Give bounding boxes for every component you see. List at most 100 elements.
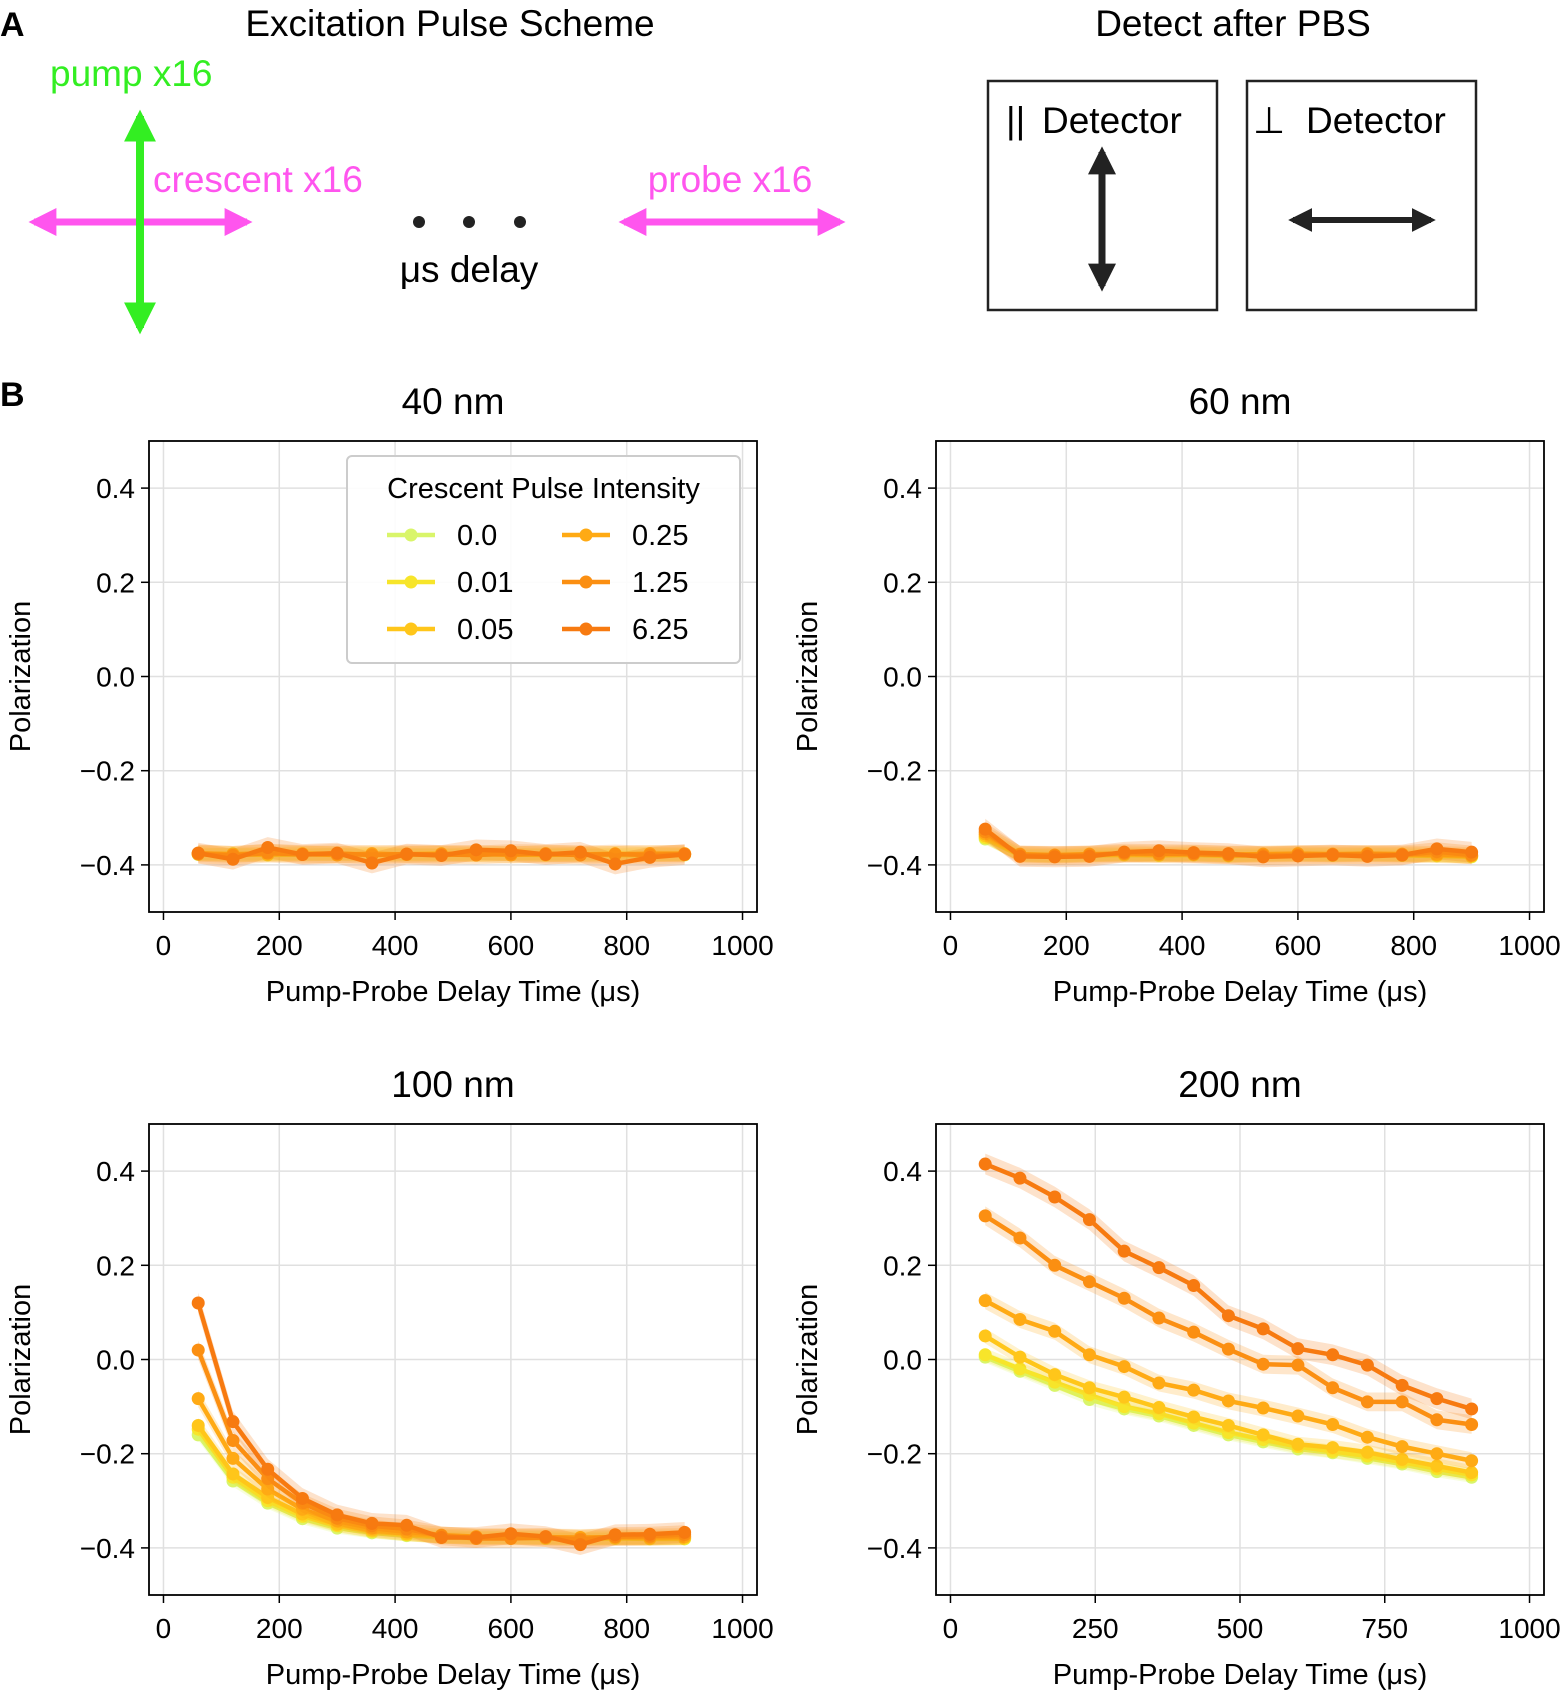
x-tick-label: 0	[156, 930, 172, 961]
x-tick-label: 400	[1159, 930, 1206, 961]
y-tick-label: −0.2	[867, 756, 922, 787]
data-point	[1013, 1171, 1027, 1185]
x-tick-label: 1000	[1498, 930, 1560, 961]
data-point	[330, 1508, 344, 1522]
data-point	[191, 846, 205, 860]
delay-dot	[463, 216, 475, 228]
delay-label: μs delay	[400, 249, 539, 290]
data-point	[1326, 1417, 1340, 1431]
data-point	[226, 1467, 240, 1481]
x-tick-label: 800	[603, 930, 650, 961]
chart-title: 200 nm	[1178, 1064, 1301, 1105]
y-axis-label: Polarization	[5, 1284, 37, 1436]
x-tick-label: 600	[1275, 930, 1322, 961]
data-point	[978, 1209, 992, 1223]
data-point	[1430, 842, 1444, 856]
data-point	[643, 850, 657, 864]
data-point	[573, 1538, 587, 1552]
data-point	[400, 1518, 414, 1532]
y-tick-label: 0.0	[883, 1345, 922, 1376]
data-point	[1430, 1392, 1444, 1406]
data-point	[1395, 1378, 1409, 1392]
data-point	[1465, 1454, 1479, 1468]
data-point	[1395, 1395, 1409, 1409]
data-point	[978, 1157, 992, 1171]
panel-a-label: A	[0, 6, 25, 44]
y-tick-label: 0.4	[96, 1156, 135, 1187]
series-0.25	[978, 1292, 1479, 1470]
x-tick-label: 600	[488, 1613, 535, 1644]
data-point	[608, 1528, 622, 1542]
data-point	[1291, 1437, 1305, 1451]
x-tick-label: 800	[1390, 930, 1437, 961]
data-point	[1187, 1325, 1201, 1339]
data-point	[1360, 1395, 1374, 1409]
y-tick-label: −0.2	[80, 1439, 135, 1470]
x-tick-label: 400	[372, 930, 419, 961]
data-point	[434, 848, 448, 862]
data-point	[295, 1491, 309, 1505]
plot-frame	[148, 440, 758, 913]
series-6.25	[191, 1292, 692, 1555]
panel-a: A Excitation Pulse Scheme Detect after P…	[0, 3, 1478, 335]
legend-entry: 6.25	[632, 614, 688, 646]
data-point	[978, 822, 992, 836]
perpendicular-detector-box	[1245, 79, 1478, 312]
delay-dot	[514, 216, 526, 228]
data-point	[1152, 1376, 1166, 1390]
parallel-detector-box	[986, 79, 1219, 312]
data-point	[1013, 849, 1027, 863]
data-point	[1048, 1368, 1062, 1382]
data-point	[1048, 1324, 1062, 1338]
data-point	[1360, 1430, 1374, 1444]
data-point	[1152, 1311, 1166, 1325]
y-tick-label: −0.4	[867, 1533, 922, 1564]
y-tick-label: 0.2	[96, 567, 135, 598]
data-point	[1465, 1417, 1479, 1431]
data-point	[978, 1348, 992, 1362]
plot-frame	[935, 440, 1545, 913]
x-axis-label: Pump-Probe Delay Time (μs)	[1053, 1659, 1427, 1691]
data-point	[1430, 1413, 1444, 1427]
chart-title: 100 nm	[391, 1064, 514, 1105]
data-point	[1430, 1459, 1444, 1473]
pump-label: pump x16	[50, 53, 213, 94]
data-point	[365, 856, 379, 870]
x-tick-label: 500	[1217, 1613, 1264, 1644]
data-point	[1360, 1358, 1374, 1372]
data-point	[678, 848, 692, 862]
data-point	[1256, 1322, 1270, 1336]
data-point	[1395, 1440, 1409, 1454]
x-tick-label: 800	[603, 1613, 650, 1644]
x-tick-label: 750	[1361, 1613, 1408, 1644]
data-point	[504, 844, 518, 858]
x-axis-label: Pump-Probe Delay Time (μs)	[1053, 976, 1427, 1008]
data-point	[226, 1451, 240, 1465]
legend-marker	[404, 622, 418, 636]
data-point	[1326, 848, 1340, 862]
data-point	[1465, 1466, 1479, 1480]
data-point	[573, 845, 587, 859]
data-point	[1082, 1381, 1096, 1395]
data-point	[469, 1531, 483, 1545]
y-axis-label: Polarization	[5, 601, 37, 753]
data-point	[1430, 1447, 1444, 1461]
perpendicular-symbol: ⊥	[1253, 100, 1285, 141]
data-point	[1187, 1279, 1201, 1293]
data-point	[1187, 1383, 1201, 1397]
data-point	[608, 857, 622, 871]
series-6.25	[978, 818, 1479, 868]
series-0.05	[978, 1328, 1479, 1481]
data-point	[978, 1294, 992, 1308]
parallel-detector: || Detector	[986, 79, 1219, 312]
x-tick-label: 0	[943, 1613, 959, 1644]
data-point	[191, 1418, 205, 1432]
panel-b-charts: 40 nm 0 200 400 600 800 1000 −0.4 −0.2 0.0 0.2 0.4 P…	[5, 381, 1561, 1691]
error-band	[985, 1292, 1472, 1470]
data-point	[1221, 1418, 1235, 1432]
x-tick-label: 1000	[711, 1613, 773, 1644]
y-tick-label: −0.4	[80, 850, 135, 881]
y-tick-label: 0.0	[883, 662, 922, 693]
y-tick-label: 0.2	[883, 567, 922, 598]
x-tick-label: 250	[1072, 1613, 1119, 1644]
